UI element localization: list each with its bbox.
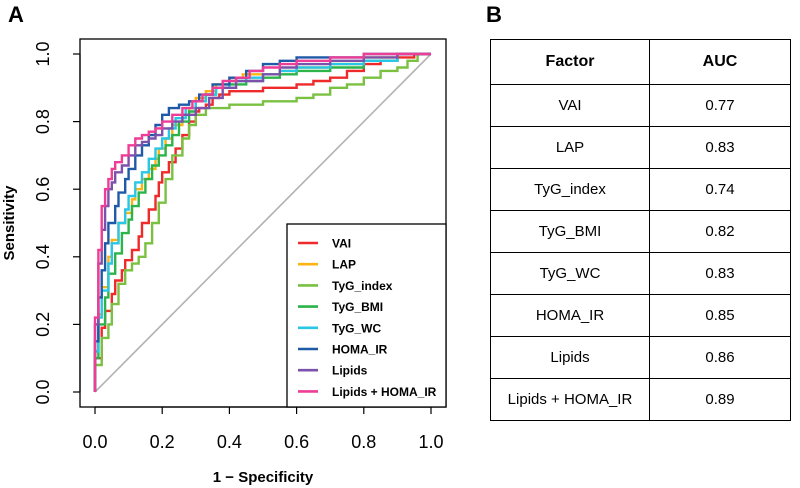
legend-label-5: HOMA_IR — [332, 343, 388, 357]
factor-cell: LAP — [490, 126, 650, 169]
table-row: HOMA_IR 0.85 — [490, 294, 791, 337]
table-row: Lipids + HOMA_IR 0.89 — [490, 378, 791, 421]
legend-label-7: Lipids + HOMA_IR — [332, 385, 437, 399]
factor-cell: Lipids + HOMA_IR — [490, 378, 650, 421]
panel-letter-a: A — [8, 2, 24, 27]
roc-chart-panel: A 0.0 0.2 0.4 0.6 0.8 1.0 1 − Specificity 0.0 0.… — [1, 2, 447, 486]
y-axis-label: Sensitivity — [1, 185, 18, 261]
legend-label-3: TyG_BMI — [332, 300, 383, 314]
y-tick-label: 1.0 — [33, 41, 53, 66]
legend-label-2: TyG_index — [332, 279, 393, 293]
y-tick-label: 0.6 — [33, 177, 53, 202]
legend-label-0: VAI — [332, 237, 351, 251]
legend-label-4: TyG_WC — [332, 321, 381, 335]
panel-letter-b: B — [486, 2, 502, 27]
table-row: TyG_WC 0.83 — [490, 252, 791, 295]
factor-cell: HOMA_IR — [490, 294, 650, 337]
y-tick-label: 0.2 — [33, 312, 53, 337]
roc-curve-6 — [93, 52, 431, 392]
auc-cell: 0.77 — [649, 84, 791, 127]
auc-cell: 0.82 — [649, 210, 791, 253]
table-row: LAP 0.83 — [490, 126, 791, 169]
auc-cell: 0.86 — [649, 336, 791, 379]
x-tick-label: 0.2 — [150, 432, 175, 452]
x-tick-label: 0.6 — [284, 432, 309, 452]
y-tick-label: 0.8 — [33, 109, 53, 134]
roc-curve-7 — [93, 52, 431, 392]
factor-cell: VAI — [490, 84, 650, 127]
factor-cell: Lipids — [490, 336, 650, 379]
header-auc: AUC — [649, 39, 791, 85]
table-row: TyG_index 0.74 — [490, 168, 791, 211]
x-tick-label: 0.0 — [82, 432, 107, 452]
reference-diagonal-line — [94, 53, 432, 393]
x-tick-label: 1.0 — [418, 432, 443, 452]
table-header-row: Factor AUC — [490, 39, 791, 85]
y-tick-label: 0.4 — [33, 244, 53, 269]
table-row: VAI 0.77 — [490, 84, 791, 127]
auc-cell: 0.89 — [649, 378, 791, 421]
x-tick-label: 0.4 — [217, 432, 242, 452]
y-tick-label: 0.0 — [33, 379, 53, 404]
roc-chart: 0.0 0.2 0.4 0.6 0.8 1.0 1 − Specificity 0.0 0.2 0… — [1, 38, 447, 486]
header-factor: Factor — [490, 39, 650, 85]
factor-cell: TyG_WC — [490, 252, 650, 295]
table-row: TyG_BMI 0.82 — [490, 210, 791, 253]
factor-cell: TyG_index — [490, 168, 650, 211]
factor-cell: TyG_BMI — [490, 210, 650, 253]
table-row: Lipids 0.86 — [490, 336, 791, 379]
roc-curve-2 — [93, 52, 431, 392]
x-tick-label: 0.8 — [351, 432, 376, 452]
auc-cell: 0.83 — [649, 252, 791, 295]
auc-cell: 0.83 — [649, 126, 791, 169]
legend-label-1: LAP — [332, 258, 356, 272]
auc-cell: 0.85 — [649, 294, 791, 337]
auc-cell: 0.74 — [649, 168, 791, 211]
legend-box — [286, 223, 447, 408]
auc-table: Factor AUC VAI 0.77 LAP 0.83 TyG_index 0… — [490, 39, 791, 421]
x-axis-label: 1 − Specificity — [213, 469, 314, 486]
legend-label-6: Lipids — [332, 364, 368, 378]
